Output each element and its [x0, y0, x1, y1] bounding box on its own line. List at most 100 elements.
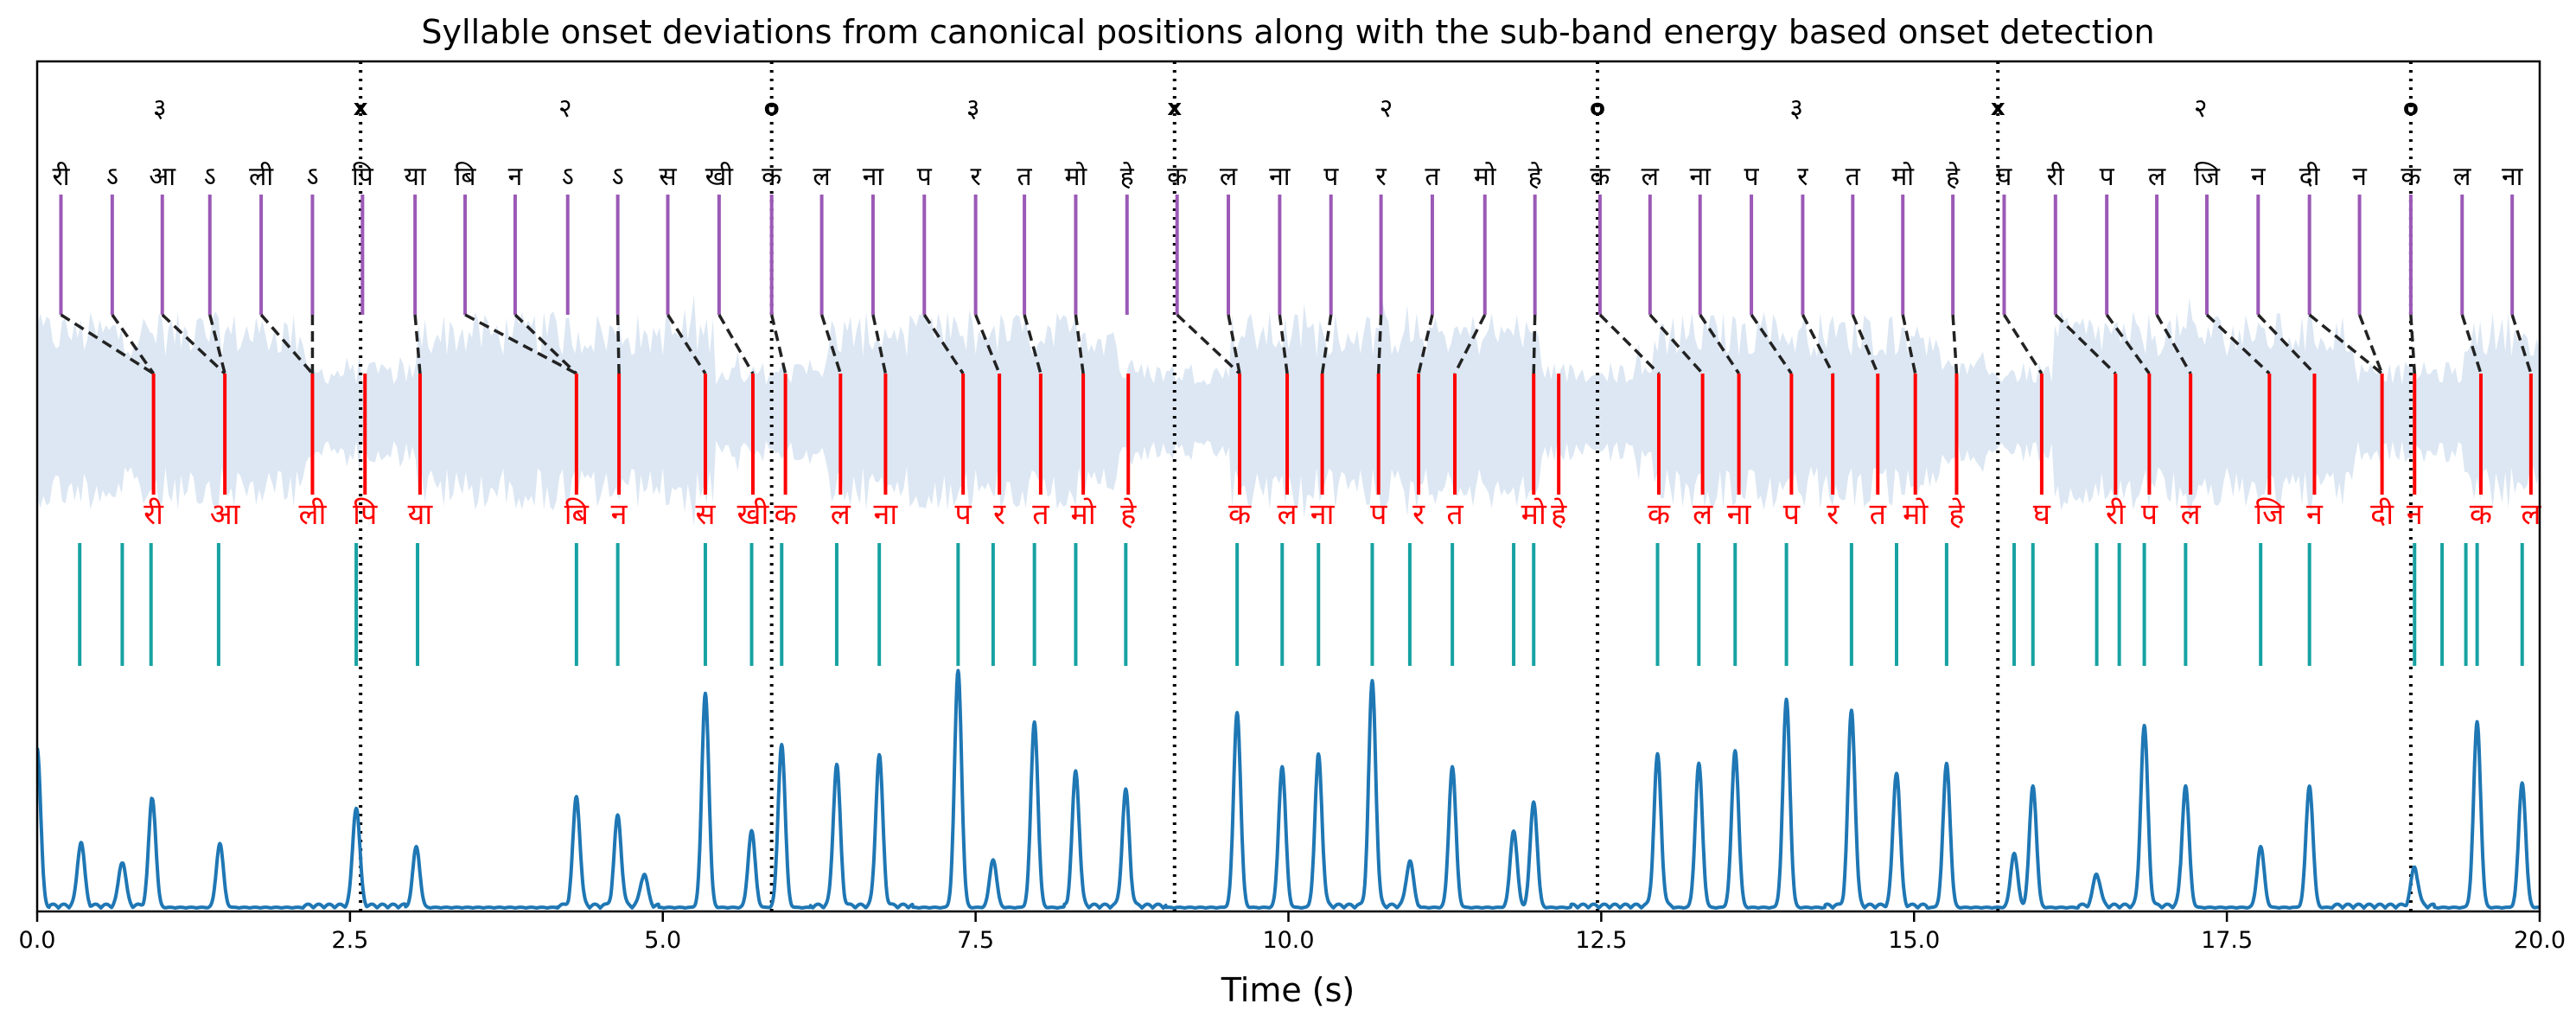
deviation-link [2105, 313, 2151, 375]
plot-content [37, 61, 2540, 911]
canonical-syllable-label: ल [1642, 162, 1660, 192]
canonical-syllable-label: क [762, 162, 782, 192]
canonical-syllable-label: री [52, 162, 70, 192]
onset-detection-curve [37, 668, 2540, 910]
detected-syllable-label: मो [1521, 497, 1547, 532]
detected-syllable-label: ल [1278, 497, 1298, 532]
canonical-syllable-label: या [405, 162, 427, 192]
detected-syllable-label: ली [299, 497, 328, 532]
taal-label: ३ [153, 93, 167, 124]
deviation-link [666, 314, 707, 374]
detected-syllable-label: खी [737, 497, 770, 532]
deviation-link [2155, 314, 2192, 374]
canonical-syllable-label: त [1846, 162, 1861, 192]
deviation-link [769, 314, 787, 374]
deviation-link [2205, 313, 2271, 375]
deviation-link [413, 314, 422, 374]
canonical-syllable-label: प [1323, 162, 1339, 192]
canonical-syllable-label: त [1425, 162, 1440, 192]
canonical-syllable-label: री [2047, 162, 2065, 192]
deviation-link [1278, 314, 1289, 374]
detected-syllable-label: न [611, 497, 628, 532]
deviation-link [1023, 314, 1043, 374]
x-tick-label: 15.0 [1888, 927, 1940, 954]
detected-syllable-label: क [1228, 497, 1252, 532]
detected-syllable-label: र [993, 497, 1006, 532]
deviation-link [2257, 313, 2316, 375]
canonical-syllable-label: ना [2502, 162, 2524, 192]
detected-syllable-label: प [954, 497, 972, 532]
deviation-link [464, 313, 577, 375]
canonical-syllable-label: र [1375, 162, 1387, 192]
deviation-link [1176, 313, 1241, 375]
plot-area: x o x o x o३ २ ३ २ ३ २री ऽ आ ऽ ली ऽ पि या बि न ऽ ऽ स खी क ल ना प र त म… [19, 60, 2566, 954]
detected-syllable-label: त [1870, 497, 1887, 532]
detected-syllable-label: जि [2254, 497, 2285, 532]
deviation-link [1851, 314, 1879, 374]
detected-syllable-label: क [1648, 497, 1671, 532]
canonical-syllable-label: बि [455, 162, 477, 192]
detected-syllable-label: न [2407, 497, 2424, 532]
section-boundary-label: o [2403, 95, 2419, 121]
detected-syllable-label: ल [831, 497, 851, 532]
deviation-link [1227, 314, 1241, 374]
deviation-link [922, 314, 965, 374]
x-tick-label: 20.0 [2514, 927, 2566, 954]
x-tick-label: 10.0 [1262, 927, 1314, 954]
deviation-link [615, 314, 621, 374]
canonical-syllable-label: र [970, 162, 981, 192]
deviation-link [1598, 313, 1661, 375]
deviation-link [2460, 314, 2483, 374]
canonical-syllable-label: ल [1220, 162, 1238, 192]
section-boundary-label: x [354, 95, 368, 121]
canonical-syllable-label: ऽ [204, 162, 216, 192]
deviation-link [1532, 314, 1537, 374]
deviation-link [871, 314, 888, 374]
taal-label: २ [2194, 93, 2208, 124]
canonical-syllable-label: ल [2148, 162, 2166, 192]
detected-syllable-label: ल [2521, 497, 2541, 532]
detected-syllable-label: क [2470, 497, 2493, 532]
detected-syllable-label: री [2106, 497, 2126, 532]
deviation-link [1417, 314, 1434, 374]
deviation-link [161, 313, 226, 375]
canonical-syllable-label: मो [1891, 162, 1915, 192]
canonical-syllable-label: ऽ [106, 162, 118, 192]
deviation-link [1453, 314, 1487, 374]
deviation-link [208, 314, 226, 374]
canonical-syllable-label: हे [1120, 162, 1135, 192]
canonical-syllable-label: प [2100, 162, 2115, 192]
canonical-syllable-label: न [2352, 162, 2368, 192]
detected-syllable-label: घ [2033, 497, 2051, 532]
deviation-link [819, 314, 842, 374]
detected-syllable-label: त [1032, 497, 1049, 532]
taal-label: ३ [966, 93, 980, 124]
canonical-syllable-label: आ [149, 162, 176, 192]
detected-syllable-label: मो [1071, 497, 1097, 532]
canonical-syllable-label: दी [2299, 162, 2321, 192]
canonical-syllable-label: ली [249, 162, 274, 192]
section-boundary-label: x [1167, 95, 1182, 121]
canonical-syllable-label: प [1744, 162, 1760, 192]
detected-syllable-label: स [695, 497, 716, 532]
canonical-syllable-label: हे [1528, 162, 1543, 192]
deviation-link [111, 313, 156, 375]
canonical-syllable-label: न [508, 162, 524, 192]
detected-syllable-label: त [1446, 497, 1463, 532]
detected-syllable-label: र [1827, 497, 1840, 532]
canonical-syllable-label: ल [813, 162, 831, 192]
x-tick-label: 12.5 [1575, 927, 1627, 954]
canonical-syllable-label: र [1797, 162, 1808, 192]
detected-syllable-label: र [1412, 497, 1425, 532]
x-axis-label: Time (s) [1221, 971, 1355, 1009]
detected-syllable-label: हे [1948, 497, 1965, 532]
canonical-syllable-label: घ [1997, 162, 2013, 192]
canonical-syllable-label: न [2251, 162, 2267, 192]
deviation-link [513, 313, 578, 375]
deviation-link [1376, 314, 1383, 374]
x-tick-label: 7.5 [957, 927, 994, 954]
section-boundary-label: o [1590, 95, 1605, 121]
canonical-syllable-label: ना [863, 162, 885, 192]
detected-syllable-label: ना [874, 497, 899, 532]
